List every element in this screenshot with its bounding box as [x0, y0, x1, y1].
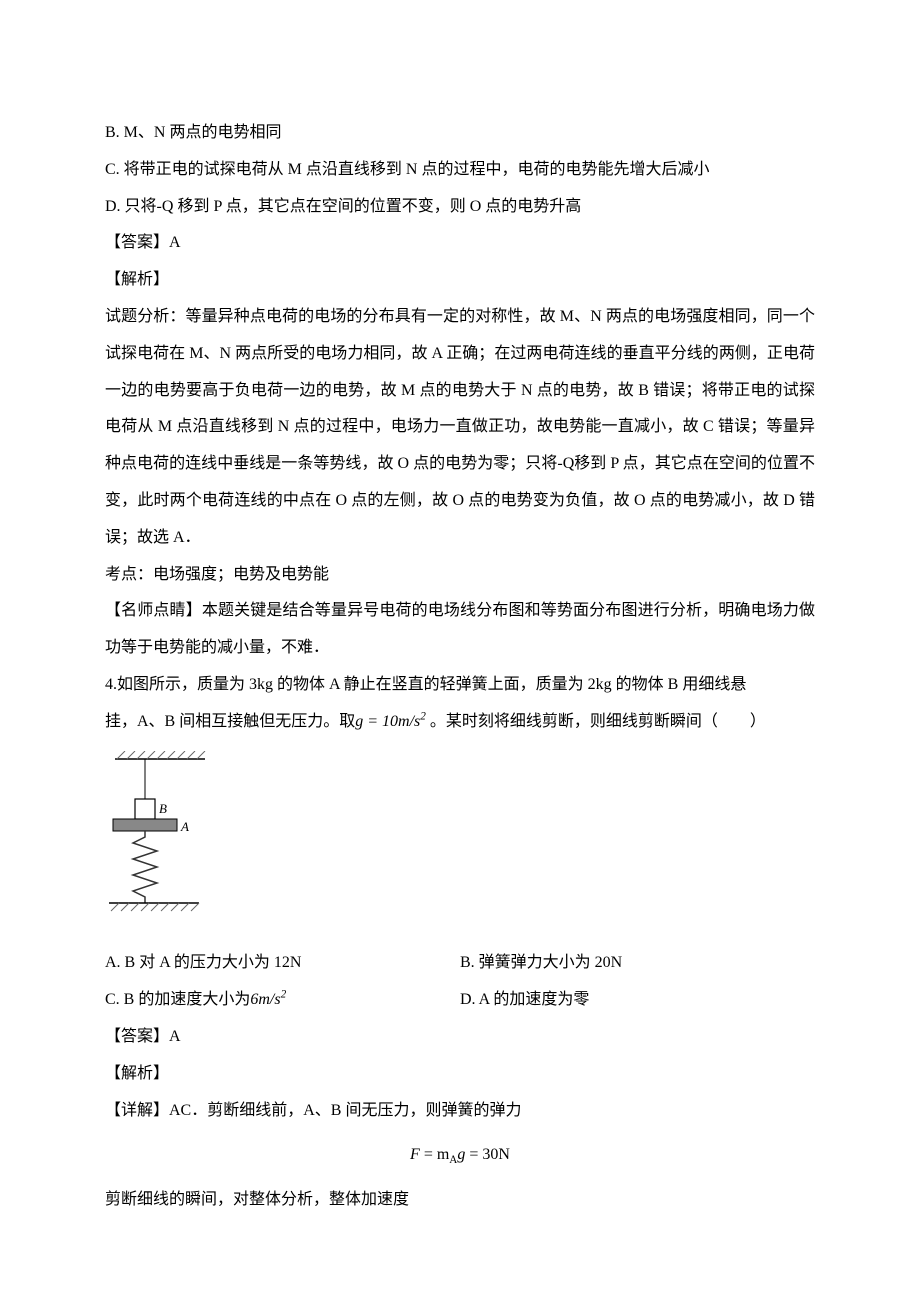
q4-stem-line2: 挂，A、B 间相互接触但无压力。取g = 10m/s2 。某时刻将细线剪断，则细…: [105, 704, 815, 741]
q4-stem-2a: 挂，A、B 间相互接触但无压力。取: [105, 713, 355, 730]
q4-figure: B A: [105, 751, 215, 936]
q3-analysis-label: 【解析】: [105, 262, 815, 299]
q4-option-a: A. B 对 A 的压力大小为 12N: [105, 945, 460, 982]
figure-label-b: B: [159, 801, 167, 816]
q4-option-b: B. 弹簧弹力大小为 20N: [460, 945, 815, 982]
q3-test-point: 考点：电场强度；电势及电势能: [105, 557, 815, 594]
q4-option-c: C. B 的加速度大小为6m/s2: [105, 982, 460, 1019]
q3-answer: 【答案】A: [105, 225, 815, 262]
q4-option-d: D. A 的加速度为零: [460, 982, 815, 1019]
q3-analysis-text: 试题分析：等量异种点电荷的电场的分布具有一定的对称性，故 M、N 两点的电场强度…: [105, 299, 815, 557]
q3-option-b: B. M、N 两点的电势相同: [105, 115, 815, 152]
q4-options-row1: A. B 对 A 的压力大小为 12N B. 弹簧弹力大小为 20N: [105, 945, 815, 982]
q3-option-d: D. 只将-Q 移到 P 点，其它点在空间的位置不变，则 O 点的电势升高: [105, 189, 815, 226]
q4-stem-formula-g: g = 10m/s2: [355, 713, 426, 730]
q4-detail: 【详解】AC．剪断细线前，A、B 间无压力，则弹簧的弹力: [105, 1093, 815, 1130]
figure-label-a: A: [180, 819, 189, 834]
q4-stem-2b: 。某时刻将细线剪断，则细线剪断瞬间（ ）: [426, 713, 766, 730]
q4-answer: 【答案】A: [105, 1019, 815, 1056]
q4-stem-line1: 4.如图所示，质量为 3kg 的物体 A 静止在竖直的轻弹簧上面，质量为 2kg…: [105, 667, 815, 704]
q4-after-formula: 剪断细线的瞬间，对整体分析，整体加速度: [105, 1182, 815, 1219]
q4-options-row2: C. B 的加速度大小为6m/s2 D. A 的加速度为零: [105, 982, 815, 1019]
q4-analysis-label: 【解析】: [105, 1056, 815, 1093]
q3-tip: 【名师点睛】本题关键是结合等量异号电荷的电场线分布图和等势面分布图进行分析，明确…: [105, 593, 815, 667]
q3-option-c: C. 将带正电的试探电荷从 M 点沿直线移到 N 点的过程中，电荷的电势能先增大…: [105, 152, 815, 189]
q4-formula-F: F = mAg = 30N: [105, 1137, 815, 1174]
